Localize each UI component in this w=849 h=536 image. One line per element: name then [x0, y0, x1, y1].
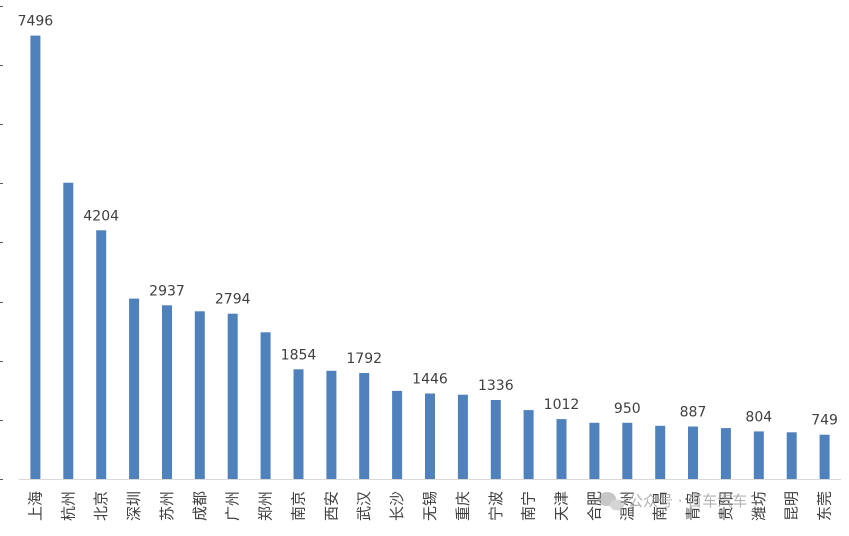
bar-郑州 — [260, 332, 271, 479]
watermark: 公众号 · 百车汽车 — [598, 492, 747, 511]
bar-昆明 — [786, 432, 797, 479]
watermark-text: 公众号 · 百车汽车 — [628, 492, 747, 510]
data-label-苏州: 2937 — [149, 283, 185, 299]
bar-成都 — [194, 311, 205, 479]
data-label-宁波: 1336 — [478, 378, 514, 394]
bar-无锡 — [425, 393, 435, 479]
x-tick-label-南京: 南京 — [290, 491, 308, 521]
bar-武汉 — [359, 373, 370, 479]
data-label-广州: 2794 — [215, 292, 251, 308]
x-tick-label-上海: 上海 — [26, 491, 44, 521]
bar-温州 — [622, 422, 633, 479]
x-tick-label-青岛: 青岛 — [684, 491, 702, 521]
bar-长沙 — [392, 390, 403, 479]
x-tick-label-郑州: 郑州 — [257, 491, 275, 521]
bar-青岛 — [688, 426, 698, 479]
data-label-无锡: 1446 — [412, 372, 448, 388]
data-labels-group: 7496 4204 2937 2794 1854 1792 1446 1336 1012 950 8… — [18, 14, 838, 429]
bar-苏州 — [162, 305, 172, 479]
x-tick-label-西安: 西安 — [322, 491, 340, 521]
bar-南宁 — [523, 410, 534, 479]
x-tick-label-北京: 北京 — [92, 491, 110, 521]
data-label-南京: 1854 — [281, 347, 317, 363]
data-label-温州: 950 — [614, 401, 641, 417]
x-tick-label-昆明: 昆明 — [783, 491, 801, 521]
bar-宁波 — [490, 400, 501, 479]
x-tick-label-深圳: 深圳 — [125, 491, 143, 521]
data-label-上海: 7496 — [18, 14, 54, 30]
x-tick-label-南昌: 南昌 — [651, 491, 669, 521]
data-label-青岛: 887 — [680, 405, 707, 421]
y-axis-ticks — [0, 6, 3, 480]
bar-深圳 — [129, 298, 140, 479]
data-label-东莞: 749 — [811, 413, 838, 429]
bar-贵阳 — [720, 428, 731, 479]
x-tick-label-杭州: 杭州 — [59, 491, 77, 521]
x-tick-label-广州: 广州 — [224, 491, 242, 521]
x-tick-label-苏州: 苏州 — [158, 491, 176, 521]
bar-西安 — [326, 370, 337, 479]
bar-天津 — [556, 419, 567, 479]
x-tick-label-重庆: 重庆 — [454, 491, 472, 521]
wechat-bubble-icon — [598, 492, 624, 511]
bar-北京 — [96, 230, 107, 479]
bar-广州 — [227, 313, 238, 479]
x-tick-label-无锡: 无锡 — [421, 491, 439, 521]
x-tick-label-潍坊: 潍坊 — [750, 491, 768, 521]
bar-上海 — [30, 35, 41, 479]
data-label-武汉: 1792 — [346, 351, 382, 367]
x-tick-label-温州: 温州 — [618, 491, 636, 521]
x-tick-label-贵阳: 贵阳 — [717, 491, 735, 521]
bars-group — [30, 35, 830, 479]
x-tick-label-长沙: 长沙 — [388, 491, 406, 521]
x-tick-label-南宁: 南宁 — [520, 491, 538, 521]
data-label-天津: 1012 — [544, 397, 580, 413]
bar-合肥 — [589, 422, 600, 479]
category-labels-group: 上海 杭州 北京 深圳 苏州 成都 广州 郑州 南京 西安 武汉 长沙 无锡 重庆 宁波 南宁 天津 合肥 温州 南昌… — [26, 491, 833, 521]
data-label-北京: 4204 — [83, 208, 119, 224]
bar-杭州 — [63, 182, 74, 479]
x-tick-label-宁波: 宁波 — [487, 491, 505, 521]
x-tick-label-东莞: 东莞 — [816, 491, 834, 521]
data-label-潍坊: 804 — [745, 409, 772, 425]
x-tick-label-武汉: 武汉 — [355, 491, 373, 521]
bar-重庆 — [457, 394, 468, 479]
bar-南昌 — [655, 425, 666, 479]
bar-潍坊 — [753, 431, 764, 479]
x-tick-label-成都: 成都 — [191, 491, 209, 521]
bar-南京 — [293, 369, 304, 479]
bar-东莞 — [819, 434, 830, 479]
x-tick-label-天津: 天津 — [553, 491, 571, 521]
